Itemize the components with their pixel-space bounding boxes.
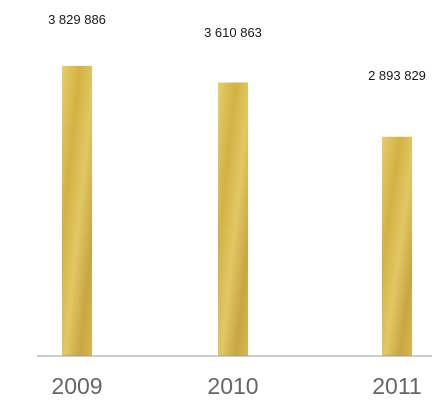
x-axis-ticks-group: 2009 2010 2011: [51, 373, 421, 399]
value-label-2009: 3 829 886: [48, 12, 106, 27]
value-labels-group: 3 829 886 3 610 863 2 893 829: [48, 12, 426, 83]
bar-2009: [62, 65, 92, 357]
bar-2011: [382, 136, 412, 356]
bars-group: [62, 65, 412, 357]
x-tick-label-2010: 2010: [207, 373, 258, 399]
x-tick-label-2009: 2009: [51, 373, 102, 399]
value-label-2011: 2 893 829: [368, 68, 426, 83]
bar-2010: [218, 82, 248, 356]
x-tick-label-2011: 2011: [372, 373, 421, 399]
value-label-2010: 3 610 863: [204, 25, 262, 40]
